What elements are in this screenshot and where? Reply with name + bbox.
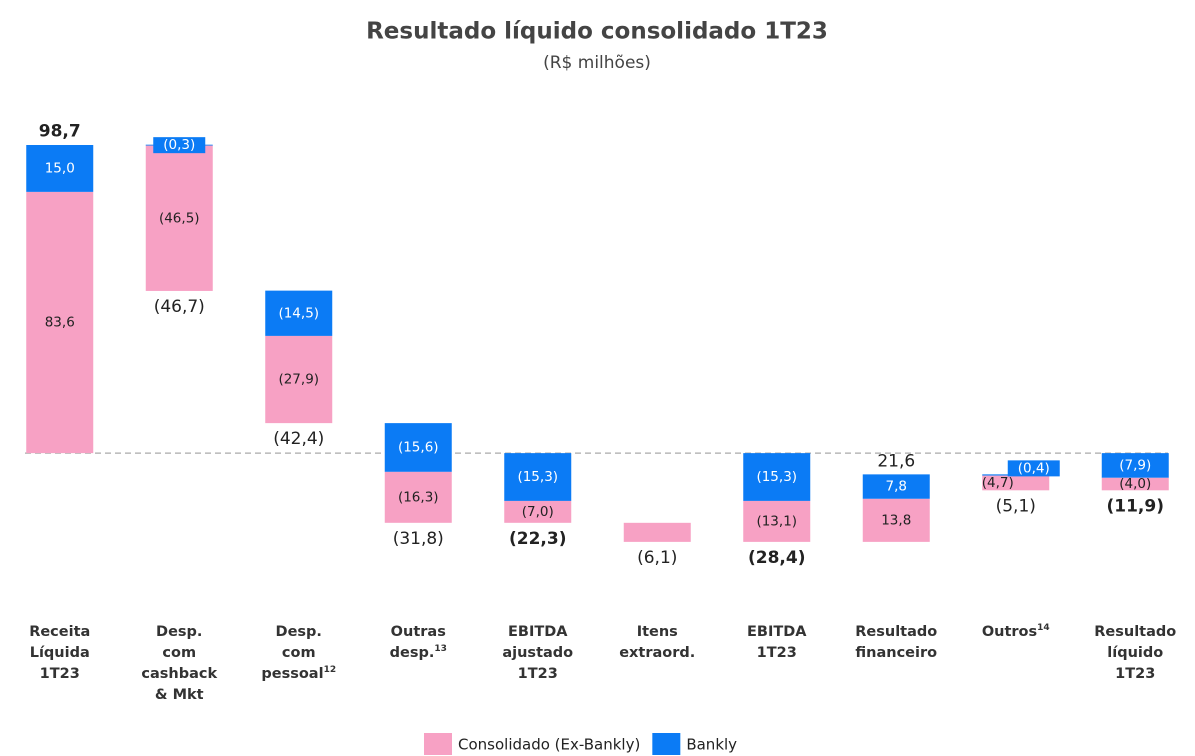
value-label: (0,4) [1018,460,1050,476]
legend-swatch [424,733,452,755]
value-label: (0,3) [163,137,195,153]
label-bg [1007,460,1060,477]
bar-segment [743,453,811,501]
value-label: 7,8 [886,479,907,495]
category-text: EBITDA ajustado 1T23 [502,624,574,682]
value-label: (4,7) [982,475,1014,491]
value-label: (27,9) [278,372,319,388]
value-label: (14,5) [278,305,319,321]
bar-segment [623,522,691,542]
value-label: (16,3) [398,489,439,505]
category-text: Itens extraord. [619,624,696,661]
value-label: (15,6) [398,440,439,456]
category-text: Receita Líquida 1T23 [29,624,91,682]
value-label: (4,0) [1119,476,1151,492]
category-text: Desp. com pessoal [261,624,324,682]
total-label: 21,6 [877,451,915,471]
bar-segment [1101,477,1169,491]
bar-segment [265,335,333,424]
chart-title: Resultado líquido consolidado 1T23 [366,19,828,45]
value-label: (7,9) [1119,457,1151,473]
total-label: (6,1) [637,548,677,568]
bar-segment [862,498,930,542]
x-tick-label: Desp. com pessoal12 [257,622,341,685]
footnote-ref: 12 [323,665,337,676]
x-tick-label: Receita Líquida 1T23 [18,622,102,685]
bar-segment [862,474,930,499]
value-label: 83,6 [45,315,75,331]
total-label: (5,1) [996,496,1036,516]
category-text: Outros [981,624,1038,640]
value-label: (15,3) [517,469,558,485]
total-label: (28,4) [748,548,805,568]
legend-label: Bankly [686,736,737,754]
bar-segment [504,453,572,501]
label-bg [153,137,206,154]
bar-segment [743,500,811,542]
bar-segment [982,475,1050,491]
value-label: (46,5) [159,210,200,226]
value-label: 13,8 [881,512,911,528]
footnote-ref: 14 [1037,623,1050,634]
bar-segment [384,471,452,523]
category-text: Resultado financeiro [855,624,938,661]
x-tick-label: Itens extraord. [615,622,699,664]
bar-segment [26,145,94,192]
bar-segment [1101,453,1169,478]
bar-segment [265,290,333,336]
x-tick-label: Desp. com cashback & Mkt [137,622,221,706]
x-tick-label: Outros14 [974,622,1058,643]
x-tick-label: Resultado financeiro [854,622,938,664]
bar-segment [145,145,213,291]
total-label: 98,7 [39,122,81,142]
legend-swatch [652,733,681,755]
total-label: (42,4) [273,429,324,449]
bar-segment [504,500,572,523]
chart-subtitle: (R$ milhões) [543,53,651,73]
total-label: (22,3) [509,529,566,549]
value-label: (13,1) [756,513,797,529]
value-label: (7,0) [522,504,554,520]
bar-segment [26,191,94,454]
x-tick-label: Outras desp.13 [376,622,460,664]
category-text: EBITDA 1T23 [746,624,807,661]
bar-segment [384,423,452,472]
total-label: (31,8) [393,529,444,549]
total-label: (46,7) [154,297,205,317]
category-text: Outras desp. [389,624,446,661]
total-label: (11,9) [1107,496,1164,516]
x-tick-label: Resultado líquido 1T23 [1093,622,1177,685]
category-text: Desp. com cashback & Mkt [141,624,218,703]
x-tick-label: EBITDA ajustado 1T23 [496,622,580,685]
footnote-ref: 13 [434,644,447,655]
category-text: Resultado líquido 1T23 [1094,624,1177,682]
value-label: (15,3) [756,469,797,485]
value-label: 15,0 [45,160,75,176]
legend-label: Consolidado (Ex-Bankly) [458,736,640,754]
x-tick-label: EBITDA 1T23 [735,622,819,664]
